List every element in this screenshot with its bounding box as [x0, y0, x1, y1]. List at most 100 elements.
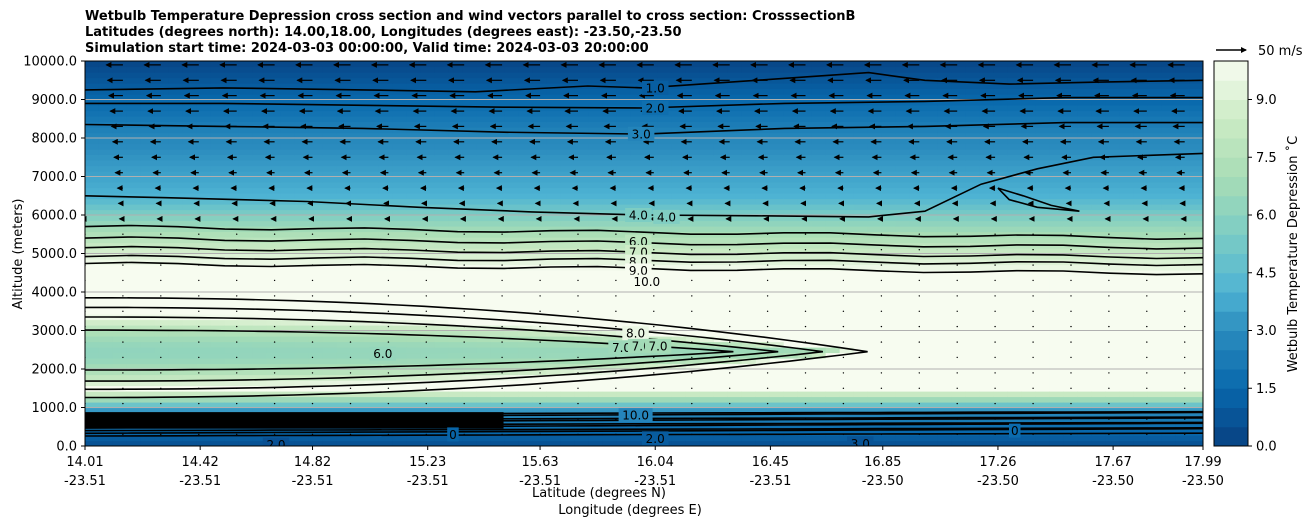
- field-cell: [588, 424, 603, 431]
- field-cell: [685, 407, 701, 414]
- field-cell: [462, 319, 477, 326]
- field-cell: [448, 204, 463, 211]
- field-cell: [839, 297, 855, 304]
- field-cell: [490, 226, 505, 233]
- field-cell: [909, 193, 925, 200]
- field-cell: [895, 336, 911, 343]
- field-cell: [1049, 363, 1064, 370]
- field-cell: [937, 308, 953, 315]
- field-cell: [825, 187, 841, 194]
- field-cell: [588, 286, 603, 293]
- field-cell: [1035, 264, 1050, 271]
- field-cell: [923, 220, 939, 227]
- field-cell: [336, 358, 352, 365]
- field-cell: [1063, 237, 1078, 244]
- field-cell: [1063, 264, 1078, 271]
- field-cell: [196, 99, 212, 106]
- field-cell: [168, 402, 184, 409]
- field-cell: [1007, 149, 1022, 156]
- field-cell: [504, 319, 519, 326]
- field-cell: [853, 237, 869, 244]
- field-cell: [182, 402, 198, 409]
- field-cell: [224, 61, 240, 68]
- field-cell: [126, 83, 142, 90]
- field-cell: [881, 369, 897, 376]
- field-cell: [490, 176, 505, 183]
- field-cell: [671, 336, 687, 343]
- field-cell: [322, 182, 338, 189]
- field-cell: [1077, 325, 1092, 332]
- field-cell: [546, 297, 561, 304]
- field-cell: [909, 308, 925, 315]
- field-cell: [1007, 220, 1022, 227]
- field-cell: [1049, 132, 1064, 139]
- field-cell: [797, 105, 813, 112]
- field-cell: [853, 413, 869, 420]
- field-cell: [979, 220, 994, 227]
- field-cell: [252, 204, 268, 211]
- field-cell: [252, 138, 268, 145]
- field-cell: [294, 281, 310, 288]
- field-cell: [1035, 380, 1050, 387]
- field-cell: [224, 308, 240, 315]
- field-cell: [196, 440, 212, 446]
- field-cell: [951, 61, 967, 68]
- field-cell: [993, 110, 1008, 117]
- field-cell: [280, 149, 296, 156]
- field-cell: [727, 336, 743, 343]
- field-cell: [266, 72, 282, 79]
- field-cell: [769, 110, 785, 117]
- field-cell: [965, 248, 980, 255]
- field-cell: [574, 143, 589, 150]
- field-cell: [671, 198, 687, 205]
- field-cell: [811, 149, 827, 156]
- field-cell: [140, 242, 156, 249]
- field-cell: [1035, 88, 1050, 95]
- field-cell: [1007, 193, 1022, 200]
- field-cell: [364, 325, 380, 332]
- field-cell: [476, 132, 491, 139]
- field-cell: [182, 292, 198, 299]
- field-cell: [979, 176, 994, 183]
- field-cell: [196, 330, 212, 337]
- field-cell: [112, 149, 128, 156]
- field-cell: [979, 341, 994, 348]
- field-cell: [588, 138, 603, 145]
- field-cell: [364, 165, 380, 172]
- field-cell: [392, 61, 408, 68]
- field-cell: [154, 220, 170, 227]
- field-cell: [85, 319, 100, 326]
- field-cell: [182, 374, 198, 381]
- field-cell: [224, 99, 240, 106]
- field-cell: [196, 369, 212, 376]
- field-cell: [965, 165, 980, 172]
- field-cell: [965, 314, 980, 321]
- field-cell: [671, 160, 687, 167]
- field-cell: [336, 402, 352, 409]
- field-cell: [476, 237, 491, 244]
- field-cell: [853, 138, 869, 145]
- field-cell: [727, 165, 743, 172]
- field-cell: [727, 429, 743, 436]
- field-cell: [839, 105, 855, 112]
- field-cell: [630, 138, 645, 145]
- field-cell: [685, 110, 701, 117]
- field-cell: [322, 297, 338, 304]
- field-cell: [504, 292, 519, 299]
- field-cell: [965, 198, 980, 205]
- field-cell: [588, 303, 603, 310]
- field-cell: [713, 215, 729, 222]
- field-cell: [280, 176, 296, 183]
- field-cell: [1035, 138, 1050, 145]
- field-cell: [783, 209, 799, 216]
- field-cell: [1049, 358, 1064, 365]
- field-cell: [112, 325, 128, 332]
- field-cell: [532, 121, 547, 128]
- field-cell: [769, 187, 785, 194]
- field-cell: [168, 330, 184, 337]
- field-cell: [965, 435, 980, 442]
- field-cell: [811, 363, 827, 370]
- field-cell: [448, 352, 463, 359]
- field-cell: [112, 358, 128, 365]
- field-cell: [434, 171, 449, 178]
